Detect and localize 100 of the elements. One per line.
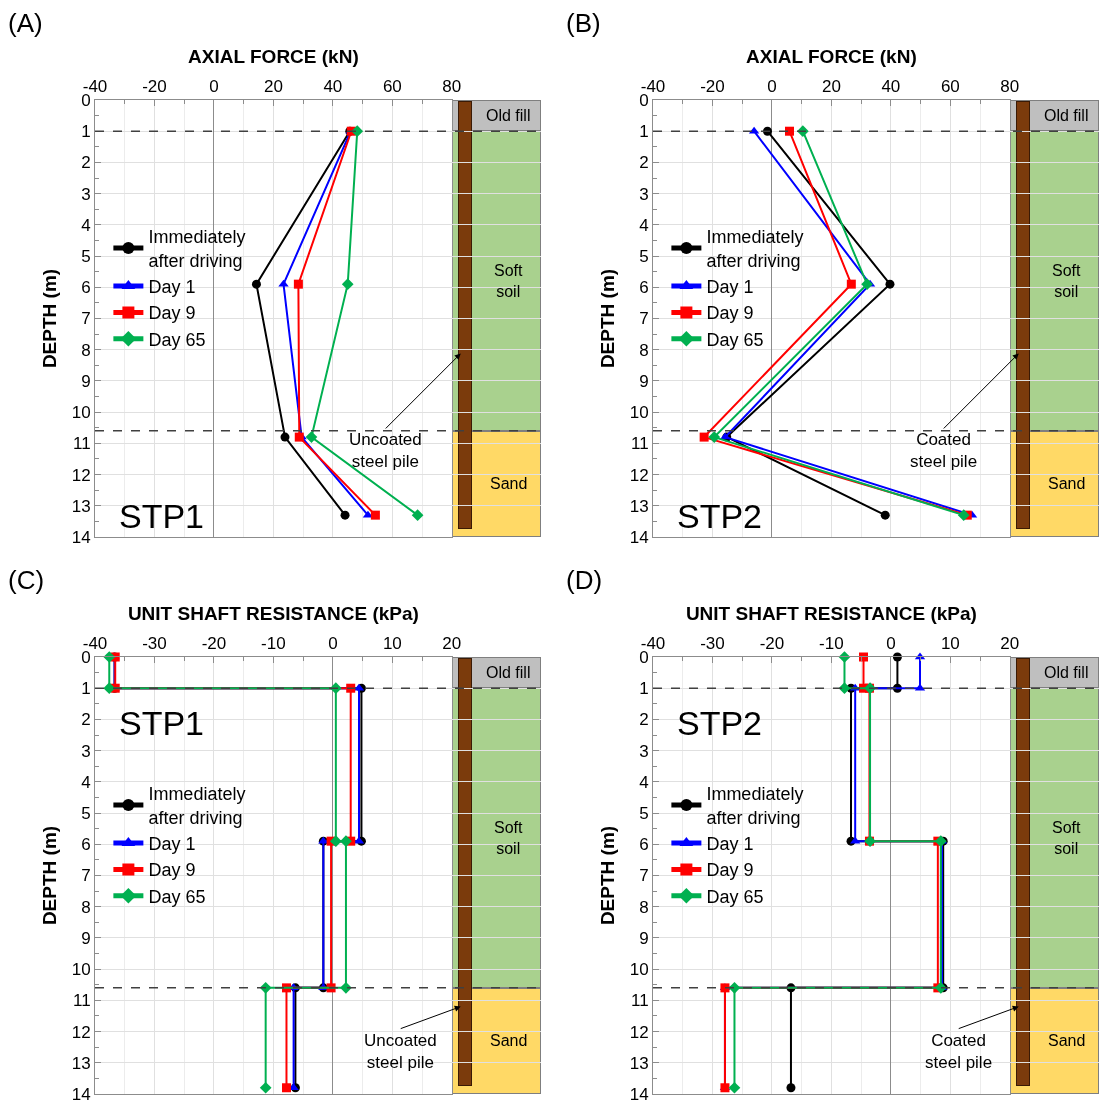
y-tick-label: 1: [81, 122, 91, 142]
y-tick-label: 1: [639, 679, 649, 699]
y-tick-label: 14: [71, 1084, 91, 1104]
y-tick-label: 14: [71, 527, 91, 547]
legend-label: Day 65: [706, 329, 764, 350]
y-tick-label: 6: [81, 835, 91, 855]
y-tick-label: 9: [81, 371, 91, 391]
y-tick-label: 10: [629, 403, 649, 423]
y-tick-label: 12: [629, 465, 649, 485]
x-tick-label: 20: [1000, 634, 1020, 654]
y-tick-label: 3: [81, 184, 91, 204]
legend-label: Day 1: [706, 277, 754, 298]
y-tick-label: 2: [639, 710, 649, 730]
annotation: Uncoated steel pile: [364, 1031, 437, 1073]
legend-label: Immediately after driving: [706, 784, 804, 828]
y-tick-label: 11: [630, 991, 649, 1011]
x-axis-title: AXIAL FORCE (kN): [188, 46, 359, 68]
x-tick-label: 20: [263, 77, 283, 97]
y-tick-label: 3: [639, 741, 649, 761]
y-axis-title: DEPTH (m): [596, 268, 618, 369]
y-tick-label: 11: [72, 434, 91, 454]
y-tick-label: 8: [81, 340, 91, 360]
y-tick-label: 1: [639, 122, 649, 142]
y-tick-label: 10: [71, 960, 91, 980]
text: Soft soil: [494, 262, 524, 300]
x-tick-label: 40: [881, 77, 901, 97]
x-tick-label: 40: [323, 77, 343, 97]
y-tick-label: 12: [71, 1022, 91, 1042]
y-tick-label: 11: [630, 434, 649, 454]
y-tick-label: 9: [639, 371, 649, 391]
text: Sand: [1048, 475, 1086, 492]
x-tick-label: 60: [382, 77, 402, 97]
annotation: STP1: [119, 497, 205, 535]
y-tick-label: 3: [639, 184, 649, 204]
x-tick-label: 10: [382, 634, 402, 654]
x-tick-label: 20: [442, 634, 462, 654]
y-tick-label: 4: [81, 215, 91, 235]
x-tick-label: 20: [821, 77, 841, 97]
text: Old fill: [486, 107, 531, 124]
y-tick-label: 10: [71, 403, 91, 423]
y-tick-label: 12: [629, 1022, 649, 1042]
text: Soft soil: [1052, 262, 1082, 300]
y-tick-label: 8: [639, 897, 649, 917]
text: Old fill: [1044, 664, 1089, 681]
y-tick-label: 7: [639, 866, 649, 886]
y-tick-label: 6: [639, 278, 649, 298]
x-tick-label: -10: [261, 634, 286, 654]
x-tick-label: -20: [201, 634, 227, 654]
x-tick-label: 0: [328, 634, 338, 654]
x-tick-label: -30: [142, 634, 167, 654]
text: Old fill: [486, 664, 531, 681]
text: (C): [8, 565, 45, 595]
text: Old fill: [1044, 107, 1089, 124]
x-tick-label: 80: [1000, 77, 1020, 97]
x-axis-title: AXIAL FORCE (kN): [746, 46, 917, 68]
y-tick-label: 5: [639, 804, 649, 824]
y-tick-label: 5: [81, 804, 91, 824]
y-axis-title: DEPTH (m): [38, 825, 60, 926]
y-tick-label: 5: [639, 247, 649, 267]
annotation: Uncoated steel pile: [349, 430, 422, 472]
annotation: Coated steel pile: [910, 430, 978, 472]
x-axis-title: UNIT SHAFT RESISTANCE (kPa): [127, 603, 419, 625]
legend-label: Day 1: [148, 834, 196, 855]
legend-label: Immediately after driving: [148, 227, 246, 271]
y-axis-title: DEPTH (m): [38, 268, 60, 369]
legend-label: Day 1: [706, 834, 754, 855]
y-tick-label: 8: [639, 340, 649, 360]
annotation: Coated steel pile: [925, 1031, 993, 1073]
annotation: STP2: [677, 704, 763, 742]
legend-label: Immediately after driving: [706, 227, 804, 271]
x-tick-label: -20: [700, 77, 725, 97]
y-tick-label: 12: [71, 465, 91, 485]
y-tick-label: 2: [81, 153, 91, 173]
text: (D): [566, 565, 603, 595]
legend-label: Immediately after driving: [148, 784, 246, 828]
text: Soft soil: [494, 819, 524, 857]
x-tick-label: 80: [442, 77, 462, 97]
legend-label: Day 65: [148, 886, 206, 907]
x-tick-label: 0: [209, 77, 219, 97]
x-axis-title: UNIT SHAFT RESISTANCE (kPa): [685, 603, 977, 625]
legend-label: Day 9: [706, 303, 754, 324]
legend-label: Day 65: [148, 329, 206, 350]
legend-label: Day 9: [148, 303, 196, 324]
legend-label: Day 1: [148, 277, 196, 298]
y-tick-label: 6: [81, 278, 91, 298]
y-tick-label: 2: [81, 710, 91, 730]
y-tick-label: 4: [81, 772, 91, 792]
y-tick-label: 14: [629, 527, 649, 547]
y-tick-label: 3: [81, 741, 91, 761]
x-tick-label: 60: [940, 77, 960, 97]
y-tick-label: 13: [629, 496, 649, 516]
legend-label: Day 9: [148, 860, 196, 881]
y-tick-label: 10: [629, 960, 649, 980]
text: Sand: [490, 475, 528, 492]
text: Sand: [490, 1032, 528, 1049]
y-tick-label: 13: [71, 496, 91, 516]
y-tick-label: 4: [639, 215, 649, 235]
y-axis-title: DEPTH (m): [596, 825, 618, 926]
text: Sand: [1048, 1032, 1086, 1049]
y-tick-label: 2: [639, 153, 649, 173]
